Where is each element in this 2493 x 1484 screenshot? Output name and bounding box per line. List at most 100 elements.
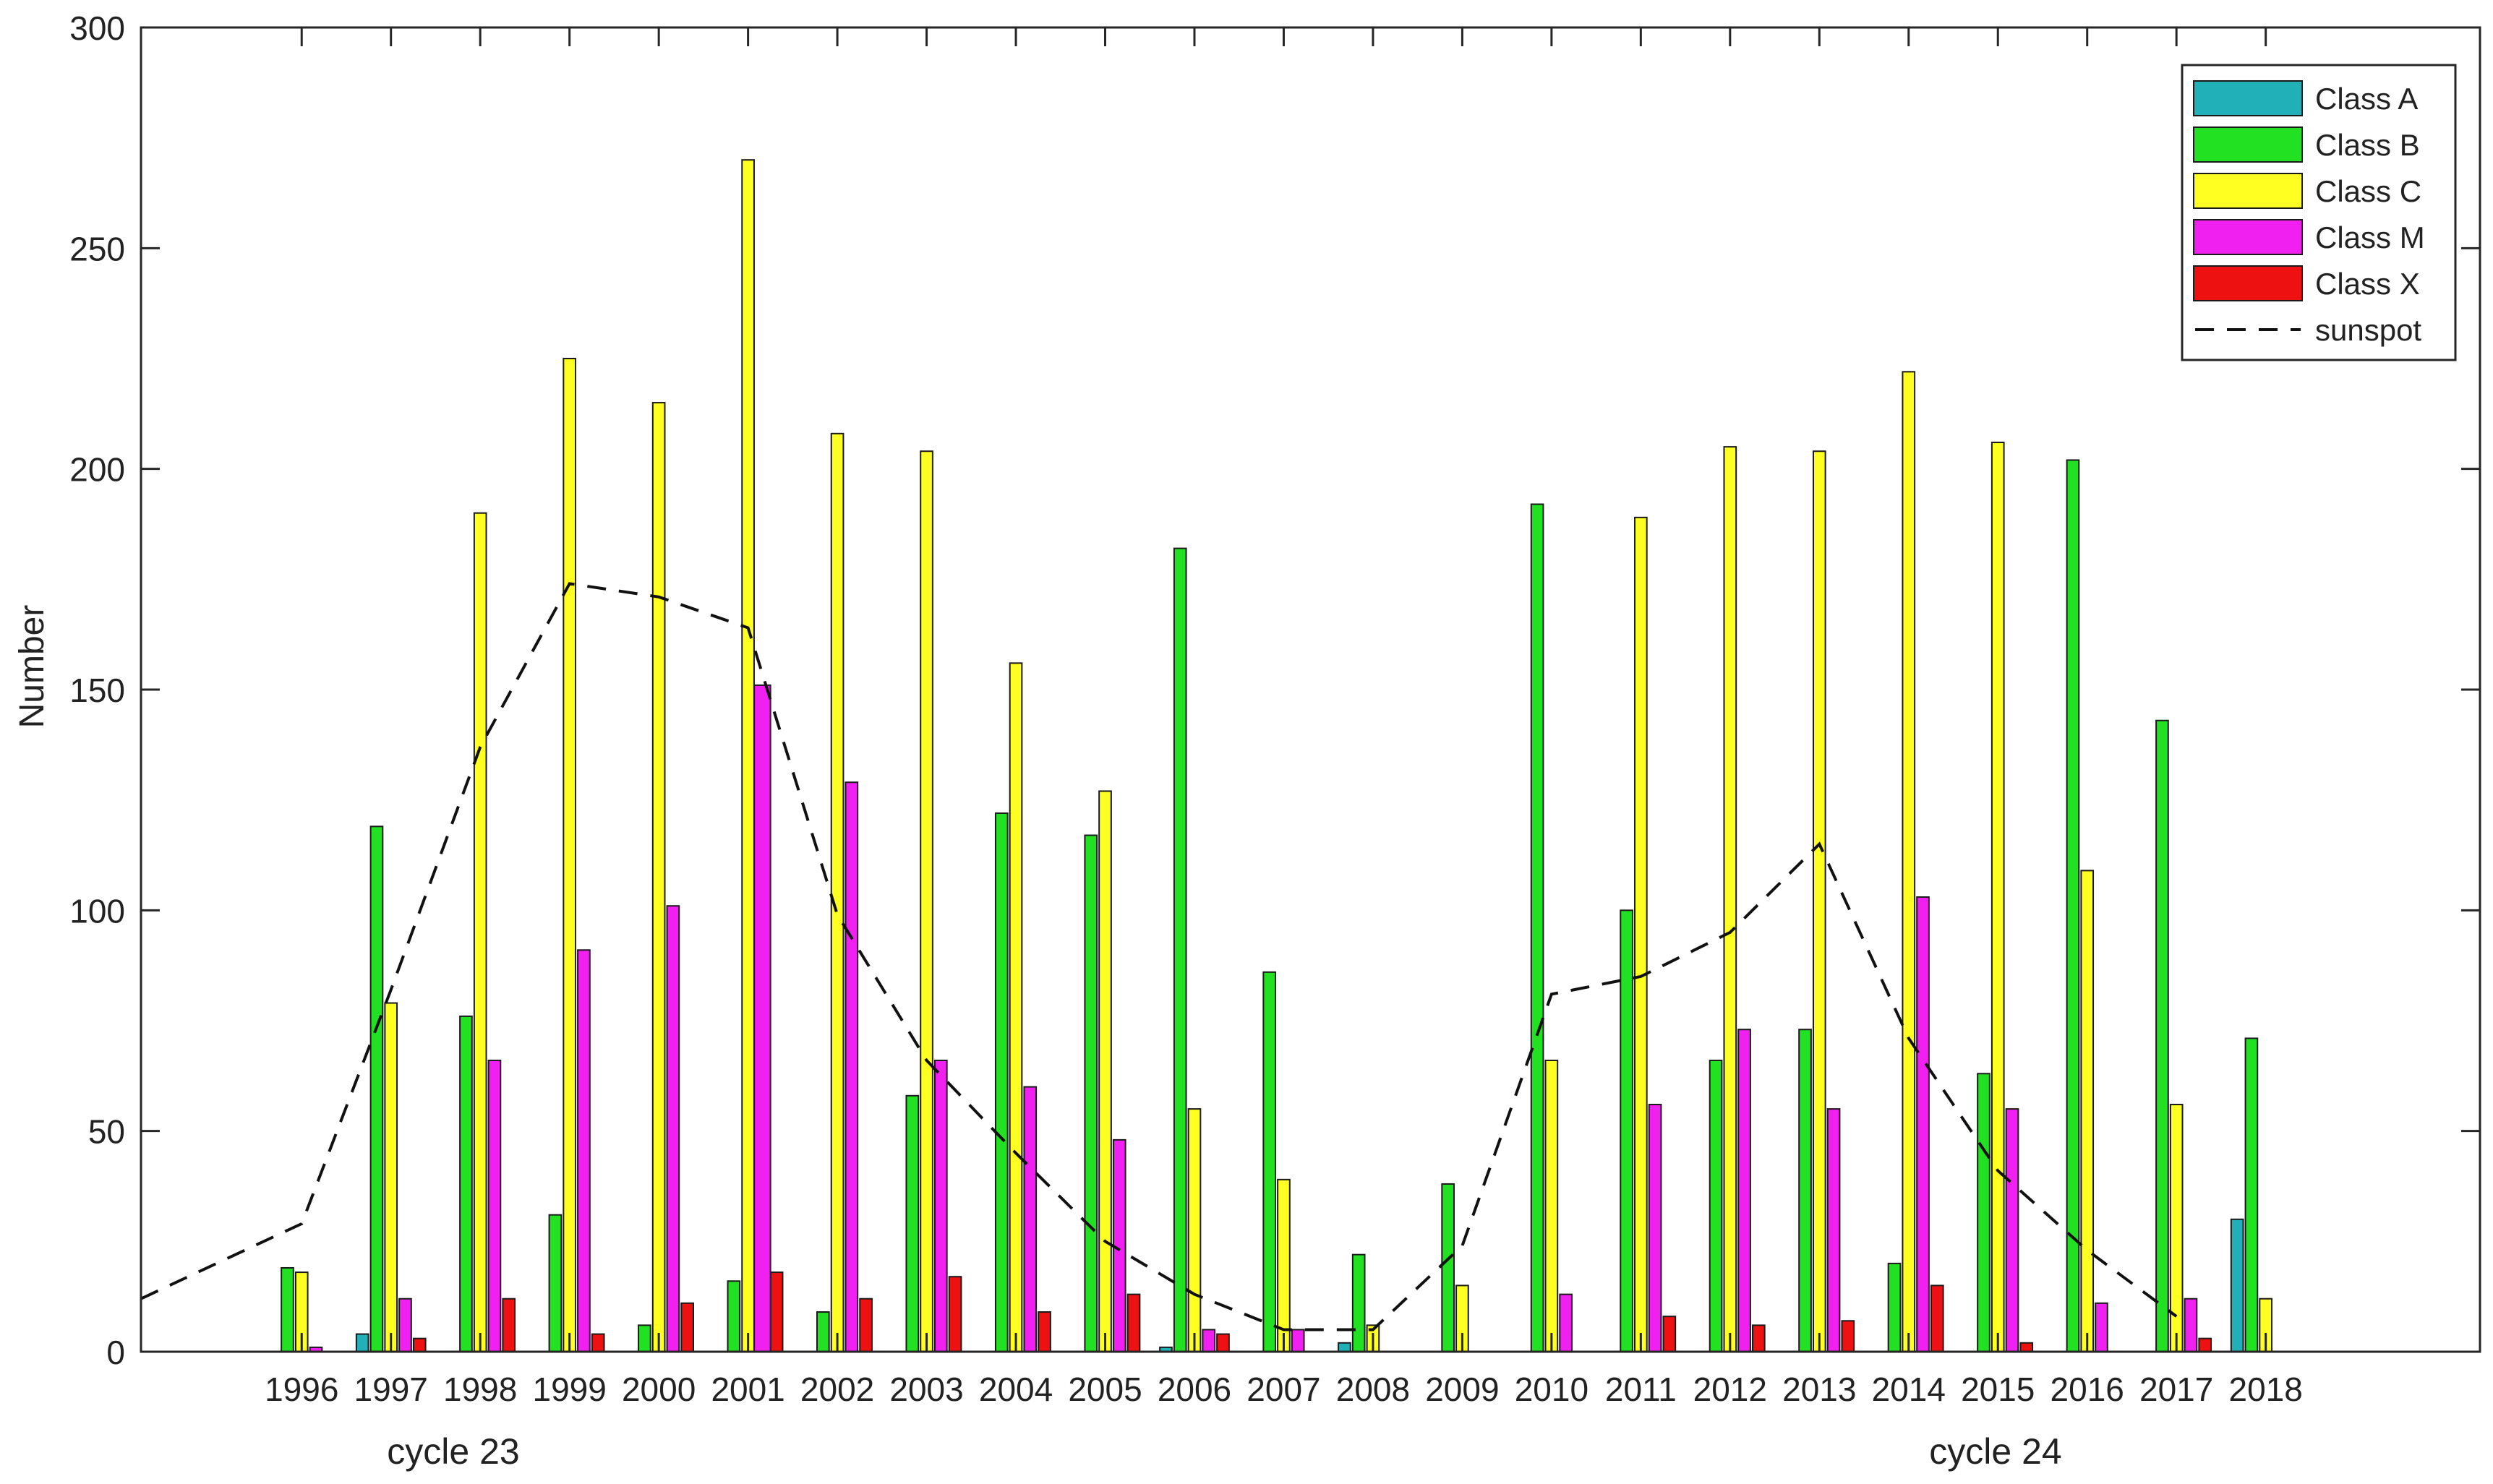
bar-class-x-2004: [1038, 1311, 1051, 1353]
x-tick-label-1998: 1998: [443, 1371, 517, 1408]
annotation-cycle-23: cycle 23: [387, 1431, 519, 1472]
bar-class-b-2013: [1798, 1029, 1812, 1353]
legend-label-class-c: Class C: [2315, 174, 2421, 208]
x-tick-label-2011: 2011: [1605, 1371, 1677, 1408]
bar-class-b-2005: [1084, 834, 1098, 1352]
bar-class-x-2001: [769, 1271, 784, 1352]
y-tick-label-50: 50: [88, 1113, 125, 1151]
bar-class-m-2015: [2005, 1108, 2019, 1352]
x-tick-label-1997: 1997: [354, 1371, 428, 1408]
bar-class-m-2007: [1291, 1329, 1305, 1353]
x-tick-label-2000: 2000: [622, 1371, 696, 1408]
bar-class-m-2016: [2095, 1302, 2108, 1352]
x-tick-label-2001: 2001: [711, 1371, 784, 1408]
bar-class-m-2004: [1023, 1086, 1038, 1352]
bar-class-b-2007: [1262, 971, 1277, 1352]
bar-class-b-2012: [1709, 1059, 1723, 1352]
bar-class-m-1999: [577, 949, 591, 1352]
legend-swatch-class-b: [2193, 126, 2303, 163]
x-tick-label-1999: 1999: [532, 1371, 606, 1408]
bar-class-b-2014: [1887, 1262, 1902, 1353]
legend-label-class-x: Class X: [2315, 267, 2420, 301]
bar-class-c-1998: [473, 512, 487, 1353]
bar-class-b-1997: [369, 825, 384, 1352]
bar-class-x-2013: [1841, 1320, 1855, 1352]
legend-swatch-class-m: [2193, 219, 2303, 255]
bar-class-x-2015: [2019, 1342, 2034, 1352]
bar-class-b-1996: [281, 1266, 294, 1353]
bar-class-m-2002: [844, 781, 859, 1352]
bar-class-x-2012: [1752, 1324, 1766, 1352]
bar-class-x-1998: [502, 1298, 516, 1352]
bar-class-c-2000: [651, 402, 666, 1352]
bar-class-c-2015: [1990, 442, 2005, 1353]
text-layer: Number cycle 23 cycle 24 0 50 100 150 200 250…: [13, 9, 2303, 1472]
bar-class-m-2013: [1826, 1108, 1841, 1352]
bar-class-x-2017: [2198, 1337, 2212, 1353]
bar-class-m-1998: [487, 1059, 502, 1352]
bar-class-x-1997: [412, 1337, 427, 1353]
x-tick-label-2002: 2002: [800, 1371, 874, 1408]
bar-class-c-2005: [1098, 790, 1112, 1353]
bar-class-x-2002: [859, 1298, 873, 1352]
bar-class-c-2003: [920, 450, 933, 1352]
bar-class-m-2006: [1202, 1329, 1216, 1353]
bar-class-b-2006: [1173, 547, 1187, 1352]
bar-class-c-2011: [1634, 516, 1648, 1353]
bar-class-c-1999: [563, 358, 577, 1352]
bar-class-a-1997: [355, 1333, 369, 1353]
bar-class-b-2018: [2244, 1037, 2259, 1352]
bar-class-c-2001: [741, 159, 755, 1353]
bar-class-c-2010: [1544, 1059, 1559, 1352]
legend-label-class-m: Class M: [2315, 220, 2425, 254]
bar-class-b-2000: [638, 1324, 651, 1352]
legend: Class A Class B Class C Class M Class X sunsp…: [2181, 64, 2457, 361]
x-tick-label-2009: 2009: [1425, 1371, 1499, 1408]
bar-class-x-2003: [948, 1276, 962, 1352]
bar-class-b-2009: [1441, 1183, 1455, 1352]
bar-class-c-2002: [830, 432, 844, 1352]
bars-layer: [281, 159, 2272, 1353]
bar-class-b-2016: [2066, 459, 2080, 1352]
bar-class-x-1999: [591, 1333, 605, 1353]
x-tick-label-2003: 2003: [889, 1371, 963, 1408]
bar-class-b-2008: [1351, 1253, 1366, 1352]
legend-swatch-class-x: [2193, 265, 2303, 301]
bar-class-a-2018: [2230, 1218, 2244, 1353]
y-axis-label: Number: [13, 605, 51, 729]
bar-class-m-2012: [1737, 1029, 1751, 1353]
bar-class-x-2014: [1930, 1284, 1944, 1353]
bar-class-c-2004: [1009, 662, 1023, 1352]
x-tick-label-2018: 2018: [2228, 1371, 2302, 1408]
bar-class-m-1997: [398, 1298, 412, 1352]
x-tick-label-2012: 2012: [1693, 1371, 1767, 1408]
bar-class-m-2000: [666, 905, 680, 1352]
y-tick-label-200: 200: [69, 451, 125, 489]
bar-highlight-2001: [753, 684, 771, 1352]
legend-swatch-class-a: [2193, 80, 2303, 116]
x-tick-label-2004: 2004: [979, 1371, 1053, 1408]
bar-class-b-2010: [1530, 503, 1544, 1352]
bar-class-c-2012: [1723, 446, 1737, 1353]
bar-class-a-2008: [1338, 1342, 1351, 1352]
bar-class-m-2003: [933, 1059, 948, 1352]
y-tick-label-100: 100: [69, 892, 125, 930]
bar-class-c-2016: [2080, 870, 2095, 1352]
x-tick-label-2008: 2008: [1336, 1371, 1410, 1408]
x-tick-label-1996: 1996: [265, 1371, 338, 1408]
bar-class-m-2010: [1559, 1293, 1573, 1352]
bar-class-b-2004: [994, 812, 1009, 1352]
bar-class-b-2015: [1977, 1073, 1990, 1353]
annotation-cycle-24: cycle 24: [1929, 1431, 2061, 1472]
x-tick-label-2013: 2013: [1782, 1371, 1856, 1408]
bar-class-m-2011: [1648, 1104, 1662, 1352]
x-tick-label-2007: 2007: [1246, 1371, 1320, 1408]
y-tick-label-0: 0: [106, 1334, 125, 1371]
bar-class-c-2007: [1277, 1178, 1291, 1352]
bar-class-c-2013: [1812, 450, 1826, 1352]
x-tick-label-2014: 2014: [1872, 1371, 1946, 1408]
bar-class-b-2001: [727, 1280, 741, 1352]
x-tick-label-2010: 2010: [1515, 1371, 1588, 1408]
bar-class-c-2014: [1902, 371, 1916, 1353]
